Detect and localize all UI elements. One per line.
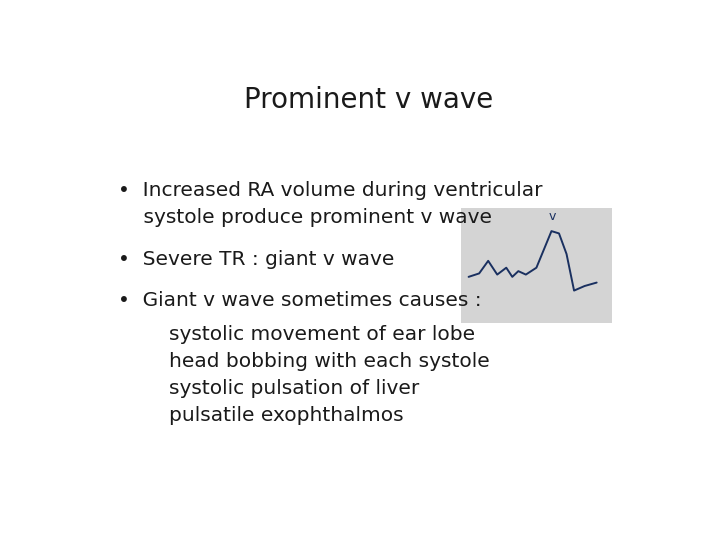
Text: systolic movement of ear lobe
        head bobbing with each systole
        sys: systolic movement of ear lobe head bobbi… <box>118 325 490 426</box>
Text: •  Increased RA volume during ventricular
    systole produce prominent v wave: • Increased RA volume during ventricular… <box>118 181 542 227</box>
Text: v: v <box>549 210 557 223</box>
Bar <box>461 208 612 322</box>
Text: Prominent v wave: Prominent v wave <box>244 85 494 113</box>
Text: •  Giant v wave sometimes causes :: • Giant v wave sometimes causes : <box>118 292 482 310</box>
Text: •  Severe TR : giant v wave: • Severe TR : giant v wave <box>118 250 395 269</box>
